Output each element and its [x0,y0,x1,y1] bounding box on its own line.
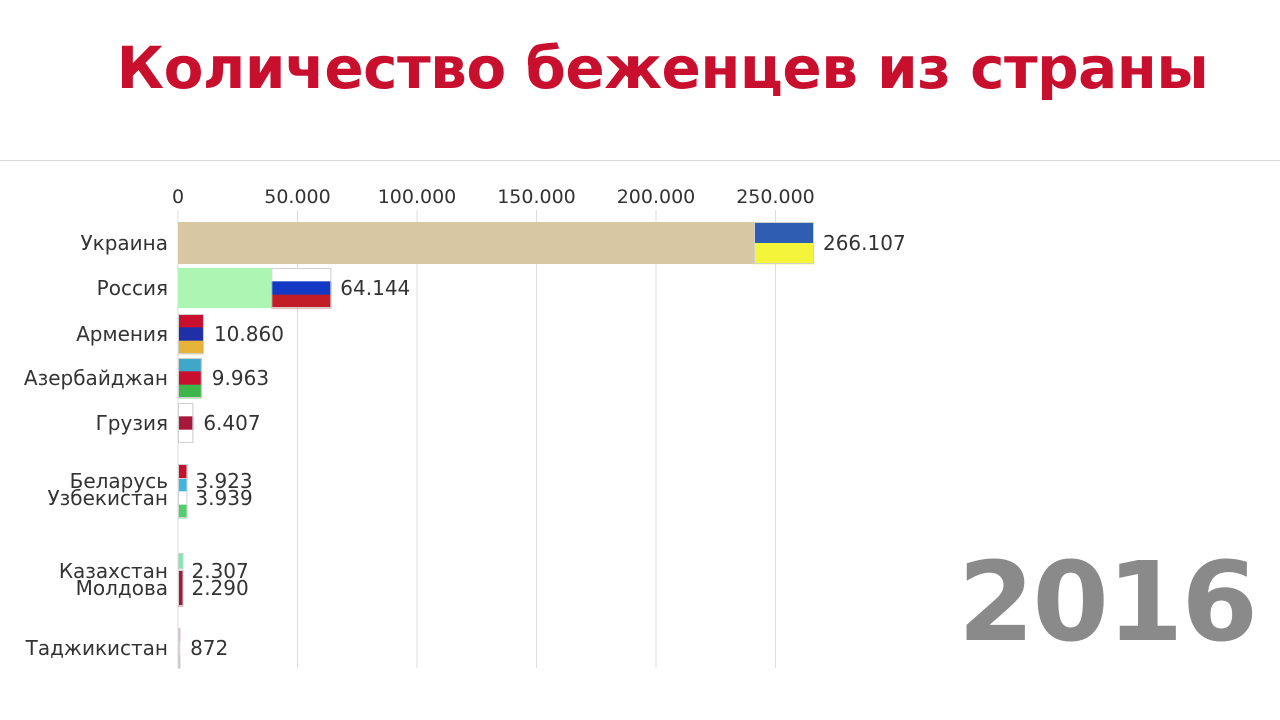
bar-row: Молдова 2.290 [76,570,249,607]
flag-stripe [178,416,194,430]
flag-border [178,314,204,354]
bar [178,222,814,264]
flag-border [753,222,814,264]
flag-icon [178,628,181,669]
flag-border [178,628,181,668]
flag-stripe [753,243,814,265]
flag-stripe [178,553,184,570]
flag-icon [178,314,204,355]
value-label: 2.307 [192,559,249,583]
bar-row: Грузия 6.407 [96,403,261,444]
flag-stripe [178,491,188,505]
flag-icon [753,222,814,265]
flag-icon [178,553,184,570]
bar-row: Россия 64.144 [97,268,410,309]
flag-stripe [271,294,332,309]
flag-stripe [178,628,181,642]
title-divider [0,160,1280,161]
flag-stripe [271,268,332,282]
value-label: 872 [190,636,228,660]
bar-row: Казахстан 2.307 [59,553,249,583]
flag-stripe [178,641,181,655]
flag-stripe [178,429,194,444]
flag-icon [178,403,194,444]
value-label: 10.860 [214,322,284,346]
flag-border [271,268,332,308]
flag-stripe [178,340,204,355]
year-label: 2016 [957,538,1258,666]
value-label: 266.107 [823,231,906,255]
category-label: Армения [76,322,168,346]
bar-row: Беларусь 3.923 [70,464,253,493]
flag-icon [271,268,332,309]
flag-border [178,403,194,443]
value-label: 9.963 [212,366,269,390]
x-tick-label: 0 [172,186,184,208]
flag-border [178,478,188,518]
value-label: 3.923 [195,469,252,493]
flag-icon [178,358,202,399]
x-tick-label: 150.000 [497,186,576,208]
flag-stripe [178,464,188,473]
bar-row: Таджикистан 872 [25,628,228,669]
flag-stripe [178,654,181,669]
flag-stripe [178,327,204,341]
x-tick-label: 250.000 [736,186,815,208]
x-tick-label: 200.000 [617,186,696,208]
flag-stripe [178,314,204,328]
flag-icon [178,478,188,519]
value-label: 3.939 [195,486,252,510]
category-label: Россия [97,276,168,300]
flag-stripe [271,281,332,295]
flag-stripe [178,358,202,372]
bar-row: Армения 10.860 [76,314,284,355]
bar-row: Украина 266.107 [80,222,906,265]
category-label: Украина [80,231,168,255]
category-label: Беларусь [70,469,168,493]
bar-row: Азербайджан 9.963 [24,358,269,399]
flag-stripe [178,472,188,482]
value-label: 2.290 [191,576,248,600]
category-label: Азербайджан [24,366,168,390]
x-axis-ticks: 0 50.000 100.000 150.000 200.000 250.000 [172,186,815,208]
flag-border [178,553,184,569]
flag-stripe [178,570,184,607]
value-label: 6.407 [203,411,260,435]
category-label: Молдова [76,576,168,600]
x-tick-label: 100.000 [378,186,457,208]
flag-stripe [178,403,194,417]
category-label: Грузия [96,411,168,435]
chart-title: Количество беженцев из страны [116,34,1209,102]
flag-border [178,358,202,398]
flag-stripe [753,222,814,244]
category-label: Таджикистан [25,636,168,660]
flag-border [178,570,184,606]
flag-stripe [178,504,188,519]
category-label: Казахстан [59,559,168,583]
bar-row: Узбекистан 3.939 [47,478,253,519]
value-label: 64.144 [340,276,410,300]
flag-stripe [178,371,202,385]
x-tick-label: 50.000 [264,186,330,208]
category-label: Узбекистан [47,486,168,510]
flag-stripe [178,384,202,399]
flag-stripe [178,478,188,492]
flag-icon [178,570,184,607]
